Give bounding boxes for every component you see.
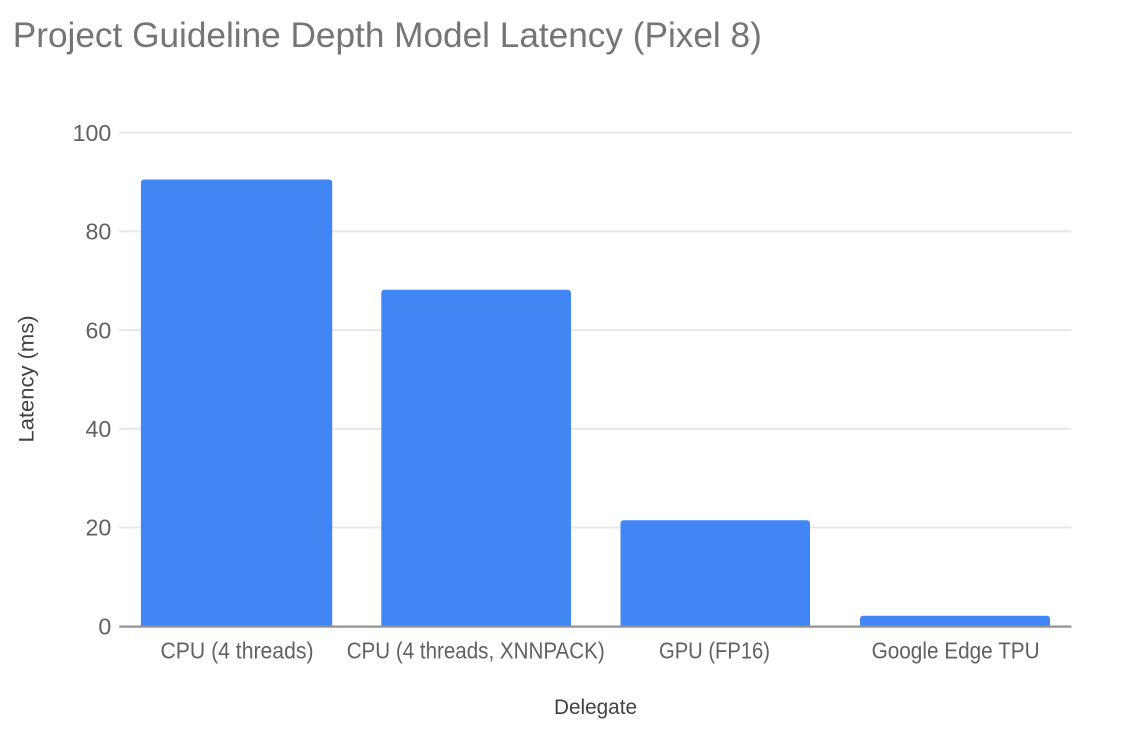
svg-text:Latency (ms): Latency (ms) xyxy=(16,316,39,443)
svg-text:GPU (FP16): GPU (FP16) xyxy=(659,638,770,664)
svg-text:Delegate: Delegate xyxy=(554,696,637,719)
svg-text:Project Guideline Depth Model: Project Guideline Depth Model Latency (P… xyxy=(13,16,762,55)
svg-text:80: 80 xyxy=(86,219,112,245)
svg-text:Google Edge TPU: Google Edge TPU xyxy=(872,638,1040,664)
svg-text:40: 40 xyxy=(86,416,112,442)
svg-text:100: 100 xyxy=(73,120,112,146)
svg-text:20: 20 xyxy=(86,515,112,541)
svg-text:60: 60 xyxy=(86,317,112,343)
svg-text:CPU (4 threads): CPU (4 threads) xyxy=(161,638,314,664)
svg-text:0: 0 xyxy=(98,613,111,639)
svg-text:CPU (4 threads, XNNPACK): CPU (4 threads, XNNPACK) xyxy=(347,638,605,664)
